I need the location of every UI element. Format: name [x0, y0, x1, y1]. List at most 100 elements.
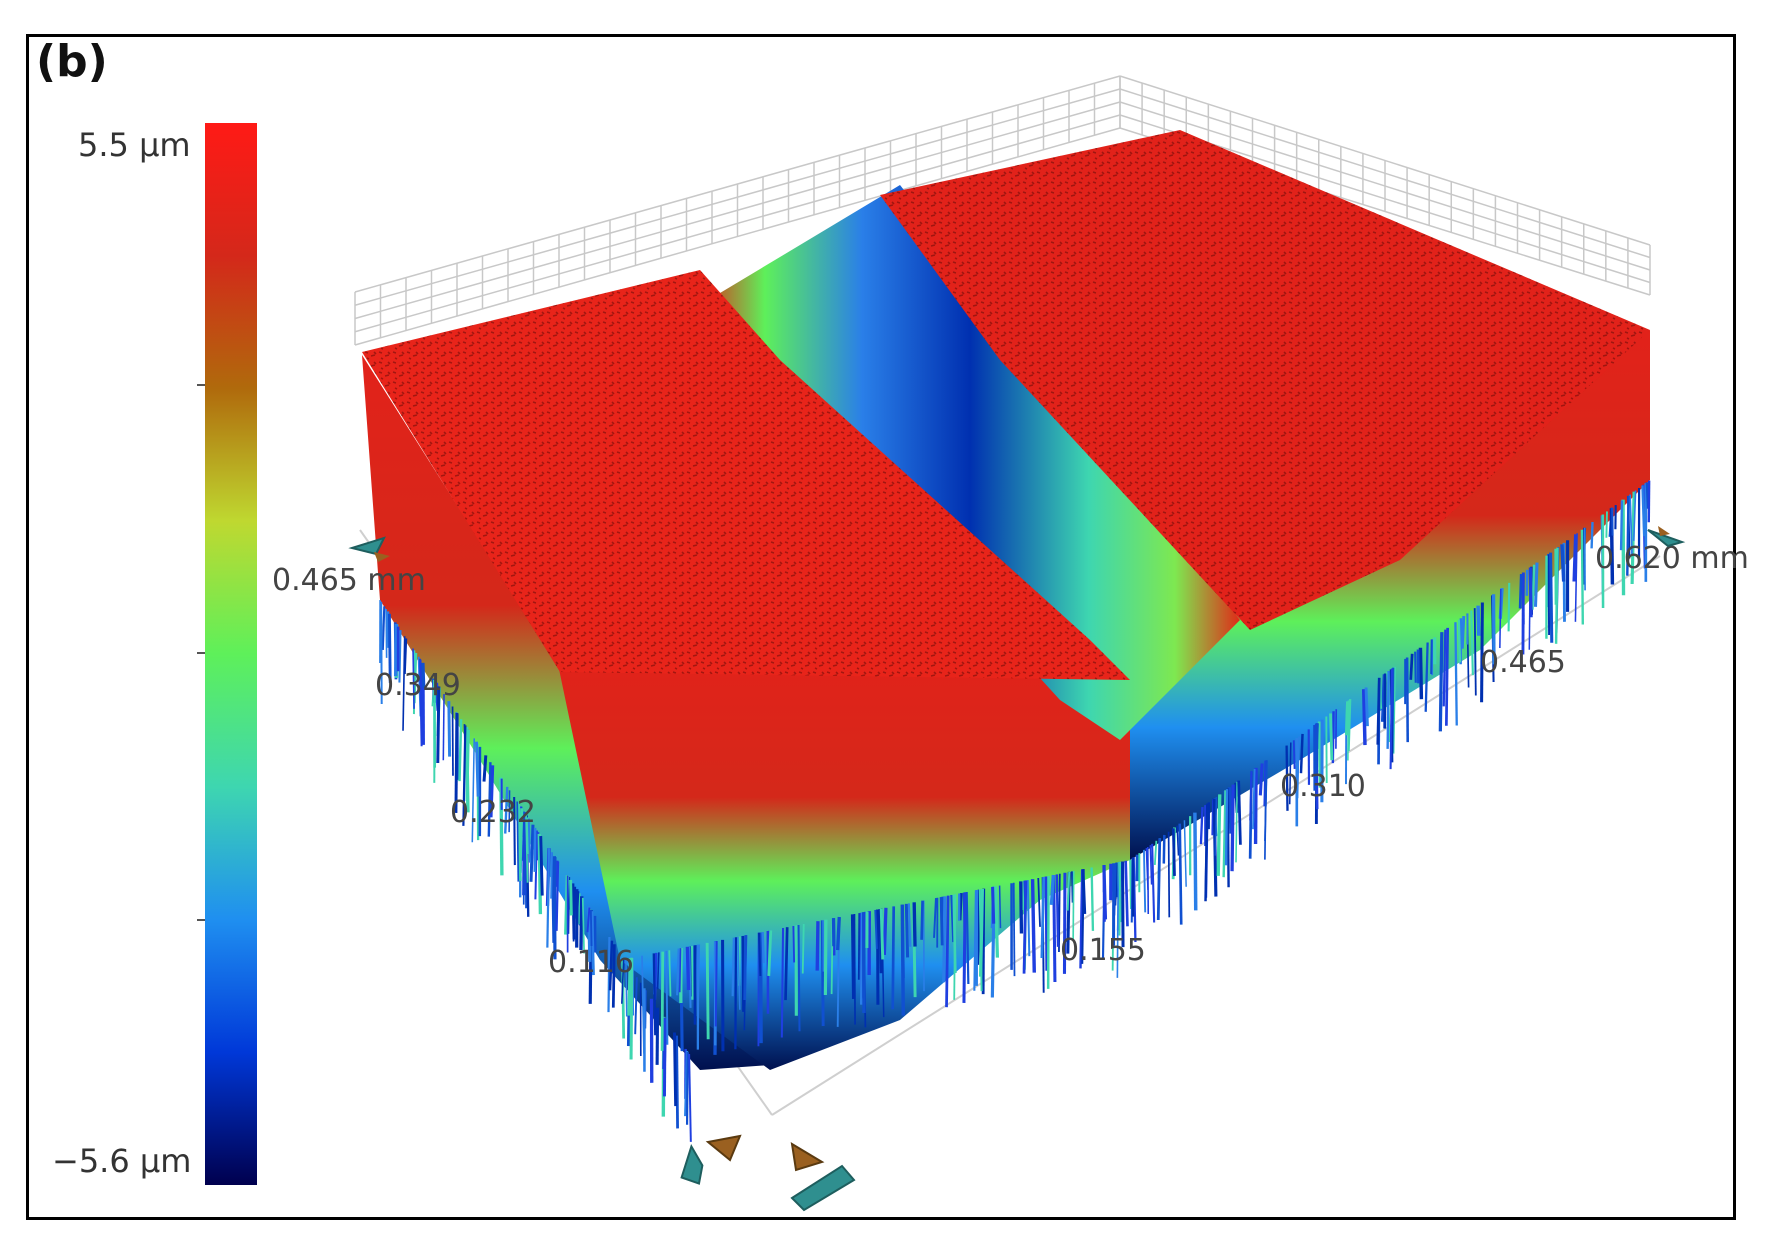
- surface-spike: [836, 916, 841, 951]
- surface-spike: [1580, 529, 1585, 625]
- surface-spike: [546, 848, 551, 948]
- surface-spike: [1224, 789, 1229, 866]
- surface-spike: [1235, 781, 1238, 863]
- surface-spike: [1066, 871, 1071, 911]
- surface-spike: [1222, 790, 1227, 878]
- surface-spike: [690, 945, 694, 1000]
- surface-spike: [656, 952, 660, 990]
- surface-spike: [1386, 671, 1390, 749]
- surface-spike: [1142, 849, 1147, 913]
- surface-spike: [572, 886, 577, 942]
- surface-spike: [652, 953, 657, 1036]
- axis-ticks: 0.155 0.310 0.465 0.620 mm 0.116 0.232 0.349 0.…: [272, 541, 1749, 980]
- surface-spike: [801, 923, 805, 974]
- rotate-left-icon[interactable]: [705, 1134, 742, 1162]
- surface-spike: [1171, 828, 1176, 876]
- surface-spike: [421, 662, 426, 688]
- rotate-down-icon[interactable]: [671, 1143, 710, 1189]
- surface-spike: [1507, 582, 1511, 632]
- surface-spike: [1216, 794, 1222, 876]
- surface-left-plateau-texture: [362, 270, 1130, 680]
- surface-spike: [1457, 619, 1462, 663]
- surface-spike: [627, 958, 632, 1016]
- surface-spike: [998, 885, 1002, 929]
- surface-spike: [688, 1053, 692, 1142]
- x-tick-label: 0.310: [1280, 769, 1366, 804]
- panel-label: (b): [36, 36, 108, 87]
- surface-spike: [1632, 490, 1637, 541]
- surface-spike: [1055, 874, 1060, 947]
- surface-right-front-wall: [1130, 330, 1650, 860]
- surface-spike: [1026, 880, 1031, 957]
- surface-spike: [1090, 867, 1095, 931]
- surface-spike: [1605, 511, 1608, 538]
- surface-spike: [1389, 668, 1394, 770]
- surface-spike: [991, 886, 996, 924]
- colorbar-ticks: [197, 384, 205, 921]
- surface-spike: [950, 894, 955, 943]
- surface-spike: [1317, 721, 1322, 788]
- surface-spike: [1454, 622, 1458, 726]
- surface-spike: [471, 738, 476, 843]
- surface-spike: [933, 898, 937, 938]
- surface-spike: [676, 948, 680, 996]
- surface-spike: [731, 937, 735, 997]
- surface-spike: [737, 936, 741, 1010]
- surface-spike: [1292, 740, 1296, 769]
- surface-spike: [660, 951, 665, 1051]
- rotate-controls[interactable]: [348, 526, 1686, 1212]
- surface-spike: [939, 897, 944, 946]
- back-grid: [354, 75, 1651, 346]
- surface-spike: [797, 924, 801, 1032]
- surface-spike: [1071, 871, 1074, 903]
- surface-spike: [634, 977, 638, 1035]
- surface-spike: [1285, 745, 1289, 811]
- rotate-right-icon[interactable]: [790, 1142, 825, 1172]
- rotate-side-right-icon[interactable]: [1647, 526, 1686, 548]
- surface-spike: [381, 606, 386, 650]
- surface-spike: [1072, 871, 1075, 940]
- surface-spike: [1344, 701, 1349, 736]
- surface-spike: [1470, 610, 1474, 676]
- surface-spike: [794, 925, 800, 954]
- surface-spike: [761, 931, 765, 964]
- surface-spike: [1258, 763, 1264, 796]
- surface-spike: [665, 950, 669, 1045]
- surface-spike: [462, 725, 467, 826]
- surface-spike: [1460, 616, 1466, 649]
- surface-spike: [608, 940, 614, 991]
- surface-spike: [621, 959, 625, 1004]
- surface-spike: [1167, 831, 1171, 918]
- surface-spike: [973, 890, 977, 991]
- surface-spike: [1572, 534, 1578, 582]
- surface-spike: [1040, 876, 1046, 959]
- surface-spike: [475, 741, 480, 797]
- surface-spike: [1590, 521, 1594, 549]
- surface-spike: [673, 1032, 678, 1107]
- surface-spike: [882, 907, 888, 956]
- surface-spike: [1476, 605, 1481, 636]
- surface-spike: [579, 896, 584, 951]
- surface-spike: [1347, 699, 1352, 751]
- surface-spike: [550, 852, 553, 899]
- surface-spike: [516, 801, 520, 882]
- surface-spike: [589, 909, 593, 947]
- surface-spike: [1214, 796, 1218, 856]
- surface-spike: [1044, 876, 1049, 971]
- surface-spike: [482, 755, 488, 782]
- surface-spike: [590, 911, 595, 976]
- surface-spike: [1079, 869, 1084, 969]
- surface-spike: [668, 950, 672, 997]
- rotate-up-icon[interactable]: [790, 1164, 856, 1212]
- surface-spike: [1118, 861, 1122, 936]
- surface-spike: [1444, 627, 1450, 726]
- surface-spike: [436, 686, 441, 764]
- surface-spike: [1176, 825, 1180, 856]
- surface-spike: [815, 921, 820, 971]
- y-tick-label: 0.116: [548, 945, 634, 980]
- surface-spike: [1049, 874, 1056, 905]
- surface-spike: [1313, 723, 1319, 778]
- rotate-side-left-icon[interactable]: [348, 536, 390, 562]
- surface-spike: [1533, 562, 1539, 607]
